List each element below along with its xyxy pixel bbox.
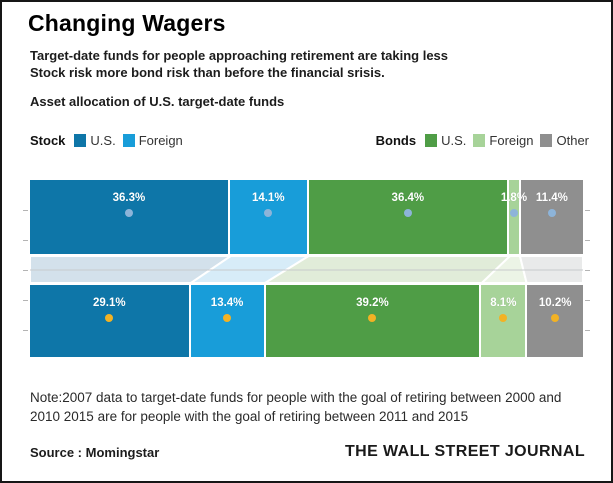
legend-item: U.S. <box>74 133 116 148</box>
legend-group-stock: Stock U.S. Foreign <box>30 133 183 148</box>
legend-item-label: Other <box>556 133 589 148</box>
segment-marker-dot <box>547 209 556 217</box>
segment-value-label: 29.1% <box>92 297 126 309</box>
segment-marker-dot <box>105 314 114 322</box>
segment-value-label: 14.1% <box>251 192 285 204</box>
segment-marker-dot <box>368 314 377 322</box>
bar-segment-bonds-u-s: 39.2% <box>265 285 482 357</box>
bar-segment-stock-foreign: 14.1% <box>229 180 309 254</box>
legend-item-label: U.S. <box>441 133 467 148</box>
segment-value-label: 1.8% <box>500 192 528 204</box>
axis-tick <box>585 300 590 301</box>
legend-item: Foreign <box>122 133 183 148</box>
segment-marker-dot <box>499 314 508 322</box>
segment-marker-dot <box>124 209 133 217</box>
note-line-1: Note:2007 data to target-date funds for … <box>30 390 562 405</box>
bar-segment-other: 11.4% <box>520 180 583 254</box>
bar-segment-other: 10.2% <box>527 285 583 357</box>
segment-marker-dot <box>551 314 560 322</box>
allocation-flow-chart: 36.3% 14.1% 36.4% 1.8% 11.4% 29.1% 13.4% 39.2%… <box>23 180 590 359</box>
segment-value-label: 36.3% <box>112 192 146 204</box>
segment-marker-dot <box>264 209 273 217</box>
legend-swatch-icon <box>473 134 486 147</box>
bar-segment-bonds-u-s: 36.4% <box>308 180 510 254</box>
bar-segment-bonds-foreign: 1.8% <box>501 180 527 254</box>
flow-transition-bands <box>30 256 583 283</box>
axis-tick <box>23 270 28 271</box>
segment-value-label: 10.2% <box>538 297 572 309</box>
axis-tick <box>23 300 28 301</box>
axis-tick <box>585 210 590 211</box>
footer: Source : Momingstar THE WALL STREET JOUR… <box>30 443 585 461</box>
axis-tick <box>23 330 28 331</box>
legend-swatch-icon <box>74 134 87 147</box>
legend-swatch-icon <box>425 134 438 147</box>
bar-segment-stock-u-s: 36.3% <box>30 180 230 254</box>
legend-swatch-icon <box>122 134 135 147</box>
page-title: Changing Wagers <box>28 10 226 36</box>
segment-value-label: 36.4% <box>391 192 425 204</box>
axis-tick <box>585 240 590 241</box>
segment-marker-dot <box>403 209 412 217</box>
legend-item-label: U.S. <box>90 133 116 148</box>
wsj-brand-label: THE WALL STREET JOURNAL <box>344 443 585 460</box>
legend-group-bonds: Bonds U.S. Foreign Other <box>376 133 589 148</box>
bar-segment-stock-foreign: 13.4% <box>190 285 266 357</box>
segment-value-label: 39.2% <box>356 297 389 309</box>
legend-item: U.S. <box>425 133 466 148</box>
legend-item: Foreign <box>473 133 533 148</box>
bar-segment-stock-u-s: 29.1% <box>30 285 191 357</box>
bar-bottom: 29.1% 13.4% 39.2% 8.1% 10.2% <box>30 285 583 357</box>
legend-swatch-icon <box>540 134 553 147</box>
subtitle-line-2: Stock risk more bond risk than before th… <box>30 65 385 80</box>
axis-tick <box>23 240 28 241</box>
legend-title: Bonds <box>375 133 417 148</box>
legend-item-label: Foreign <box>489 133 534 148</box>
legend-item-label: Foreign <box>138 133 183 148</box>
segment-value-label: 13.4% <box>210 297 244 309</box>
chart-section-label: Asset allocation of U.S. target-date fun… <box>30 94 285 109</box>
bar-segment-bonds-foreign: 8.1% <box>481 285 528 357</box>
legend-item: Other <box>540 133 589 148</box>
segment-marker-dot <box>509 209 518 217</box>
axis-tick <box>585 270 590 271</box>
source-label: Source : Momingstar <box>30 444 160 460</box>
segment-marker-dot <box>223 314 232 322</box>
chart-note: Note:2007 data to target-date funds for … <box>30 388 561 426</box>
axis-tick <box>23 210 28 211</box>
segment-value-label: 8.1% <box>490 297 517 309</box>
bar-top: 36.3% 14.1% 36.4% 1.8% 11.4% <box>30 180 583 254</box>
legend-title: Stock <box>30 133 66 148</box>
legend: Stock U.S. Foreign Bonds U.S. Foreign Other <box>30 133 589 148</box>
subtitle-line-1: Target-date funds for people approaching… <box>30 48 449 63</box>
note-line-2: 2010 2015 are for people with the goal o… <box>30 409 469 424</box>
chart-subtitle: Target-date funds for people approaching… <box>30 47 448 81</box>
segment-value-label: 11.4% <box>535 192 568 204</box>
axis-tick <box>585 330 590 331</box>
